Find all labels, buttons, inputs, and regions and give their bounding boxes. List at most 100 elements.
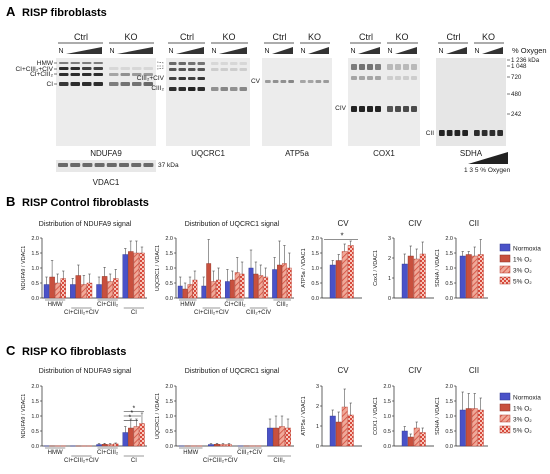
n-lane-ctrl: N	[264, 48, 269, 55]
blot-membrane	[348, 58, 420, 146]
y-tick-label: 0.5	[165, 429, 173, 435]
chart-b-ndufa9: Distribution of NDUFA9 signal 0.0 0.5 1.0 1.…	[21, 221, 147, 316]
bar	[329, 264, 336, 299]
band-vdac1	[70, 163, 81, 167]
band-cii	[439, 130, 445, 136]
band-high	[211, 68, 219, 71]
oxygen-scale-label: 1 3 5 % Oxygen	[464, 167, 511, 174]
bar	[101, 276, 108, 299]
band-hmw	[59, 62, 69, 64]
bar	[226, 444, 232, 447]
bar	[341, 251, 348, 299]
charts-layer: Distribution of NDUFA9 signal 0.0 0.5 1.0 1.…	[21, 219, 541, 464]
chart-c-cii: CII 0.0 0.5 1.0 1.5 2.0 SDHA / VDAC1	[435, 366, 488, 450]
bar	[128, 427, 134, 447]
band-mid	[375, 76, 381, 80]
band-ci-ciii2	[93, 73, 103, 76]
bar	[401, 430, 408, 447]
y-tick-label: 0.5	[383, 429, 391, 435]
y-tick-label: 0.0	[165, 296, 173, 302]
x-category-label: CI+CIII₂+CIV	[64, 458, 99, 464]
band-ciii2	[188, 87, 196, 91]
legend-swatch	[499, 243, 511, 252]
y-tick-label: 1.5	[445, 251, 453, 257]
bar	[128, 251, 134, 299]
band-ci	[82, 82, 92, 86]
n-lane-ko: N	[474, 48, 479, 55]
oxygen-wedge-ctrl	[272, 47, 293, 54]
oxygen-wedge-ko	[117, 47, 153, 54]
n-lane-ko: N	[211, 48, 216, 55]
band-vdac1	[94, 163, 105, 167]
band-cv	[315, 80, 322, 83]
x-category-label: CIII₂	[276, 302, 288, 308]
blot-name: VDAC1	[93, 178, 120, 187]
band-label: CI	[47, 81, 54, 88]
x-category-label: CI+CIII₂	[97, 450, 119, 456]
band-cii	[481, 130, 488, 136]
band-mid	[351, 76, 357, 80]
bar	[239, 273, 245, 299]
band-vdac1	[131, 163, 142, 167]
bar	[122, 432, 129, 447]
n-lane-ctrl: N	[350, 48, 355, 55]
band-hmw	[188, 62, 196, 65]
band-label: CIII₂	[151, 85, 164, 92]
bar	[401, 263, 408, 299]
legend-swatch	[499, 276, 511, 285]
band-high	[197, 68, 205, 71]
bar	[43, 284, 50, 299]
bar	[229, 279, 235, 299]
y-tick-label: 2.0	[383, 384, 391, 390]
band-sc	[375, 64, 381, 70]
blot-name: NDUFA9	[90, 149, 122, 158]
band-ciii2	[211, 87, 219, 91]
oxygen-wedge-ctrl	[176, 47, 204, 54]
x-category-label: CI	[131, 310, 137, 316]
band-vdac1	[143, 163, 154, 167]
significance-marker: *	[131, 410, 134, 417]
ladder-label: 242	[511, 111, 522, 118]
y-tick-label: 1.0	[383, 414, 391, 420]
y-tick-label: 1.5	[165, 251, 173, 257]
y-tick-label: 0.5	[311, 281, 319, 287]
blot-uqcrc1: Ctrl KO N N UQCRC1 CIII₂+CIV CIII₂	[137, 32, 250, 158]
bar	[477, 254, 484, 299]
n-lane-ctrl: N	[58, 48, 63, 55]
y-tick-label: 0.0	[31, 296, 39, 302]
y-axis-label: SDHA / VDAC1	[435, 397, 441, 435]
panel-a-letter: A	[6, 4, 16, 19]
band-cii	[454, 130, 461, 136]
bar	[253, 273, 259, 299]
band-mid	[367, 76, 373, 80]
legend-label: 5% O₂	[513, 279, 532, 286]
band-hmw	[169, 62, 177, 65]
y-axis-label: ATP5a / VDAC1	[301, 248, 307, 287]
band-cii	[489, 130, 496, 136]
legend-label: 5% O₂	[513, 428, 532, 435]
bar	[177, 285, 183, 299]
y-tick-label: 2	[388, 256, 391, 262]
bar	[286, 267, 292, 299]
band-ciii2	[239, 87, 247, 91]
bar	[81, 284, 87, 299]
significance-marker: *	[133, 406, 136, 413]
y-tick-label: 0.5	[165, 281, 173, 287]
band-civ	[395, 106, 401, 112]
band-ci-ciii2-civ	[93, 67, 103, 70]
bar	[347, 414, 354, 447]
band-vdac1	[119, 163, 129, 167]
legend-swatch	[499, 414, 511, 423]
band-ci-ciii2-civ	[109, 67, 119, 70]
connector-lines	[156, 61, 165, 70]
band-ci-ciii2-civ	[120, 67, 130, 70]
y-axis-label: SDHA / VDAC1	[435, 249, 441, 287]
y-tick-label: 1.0	[445, 414, 453, 420]
n-lane-ko: N	[109, 48, 114, 55]
bar	[211, 281, 216, 299]
n-lane-ctrl: N	[168, 48, 173, 55]
blot-name: COX1	[373, 149, 395, 158]
band-cv	[288, 80, 294, 83]
y-tick-label: 1.0	[445, 266, 453, 272]
